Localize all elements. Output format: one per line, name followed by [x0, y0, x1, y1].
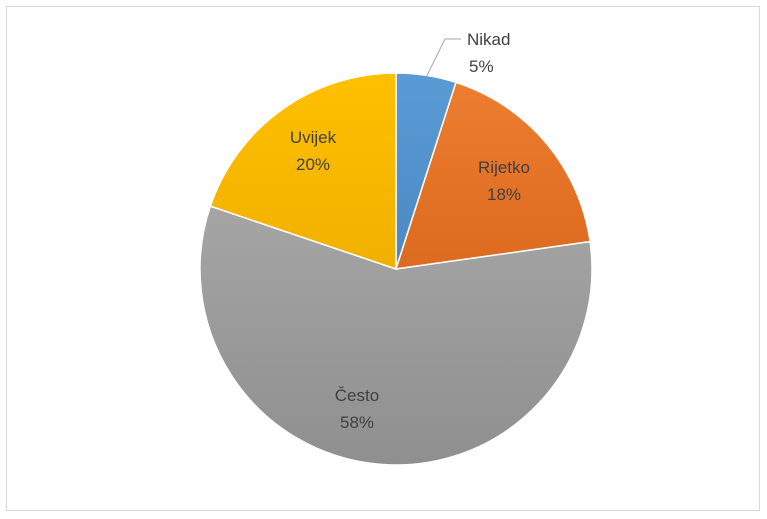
data-label-category: Rijetko [478, 158, 530, 177]
chart-area: Nikad 5% Rijetko 18% Često 58% Uvijek 20% [6, 6, 760, 511]
data-label-percent: 18% [487, 185, 521, 204]
leader-line [425, 38, 461, 78]
data-label-percent: 58% [340, 413, 374, 432]
data-label-category: Često [335, 386, 379, 405]
pie-chart: Nikad 5% Rijetko 18% Često 58% Uvijek 20% [199, 30, 593, 466]
data-labels: Nikad 5% Rijetko 18% Često 58% Uvijek 20% [290, 30, 530, 432]
data-label-percent: 20% [296, 155, 330, 174]
data-label-percent: 5% [469, 57, 494, 76]
pie-slices [199, 72, 593, 466]
pie-slice-uvijek [209, 72, 397, 271]
data-label-category: Nikad [467, 30, 510, 49]
leader-lines [425, 38, 461, 78]
pie-slice-rijetko [394, 81, 591, 270]
data-label-category: Uvijek [290, 128, 337, 147]
pie-slice--esto [199, 205, 593, 466]
